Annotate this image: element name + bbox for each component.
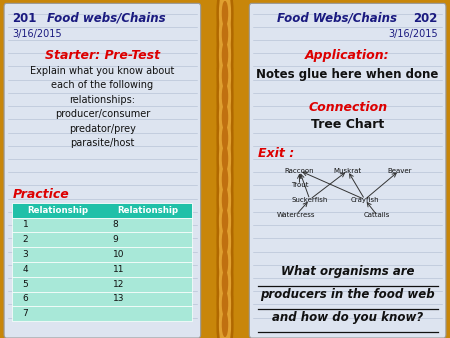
Circle shape [217,246,233,320]
Text: Exit :: Exit : [257,147,294,160]
Circle shape [222,147,228,170]
Bar [12,291,193,306]
Circle shape [222,292,228,316]
Text: Watercress: Watercress [277,212,315,218]
Circle shape [220,237,230,288]
Text: Application:: Application: [305,49,390,62]
FancyBboxPatch shape [4,3,201,338]
Circle shape [220,299,230,338]
Circle shape [217,101,233,175]
Text: 12: 12 [112,280,124,289]
Circle shape [222,43,228,67]
Text: Beaver: Beaver [387,168,411,174]
Circle shape [217,0,233,71]
Circle shape [220,92,230,143]
Circle shape [222,313,228,336]
Text: 201: 201 [12,12,36,25]
Text: 10: 10 [112,250,124,259]
Text: Trout: Trout [291,182,308,188]
Text: Connection: Connection [308,101,387,114]
Circle shape [222,2,228,25]
Circle shape [222,64,228,88]
Text: 4: 4 [22,265,28,274]
Circle shape [220,216,230,267]
Bar [12,277,193,291]
Circle shape [217,142,233,217]
Circle shape [222,168,228,191]
Bar [12,218,193,233]
Circle shape [217,204,233,279]
Text: Raccoon: Raccoon [285,168,314,174]
Circle shape [222,84,228,108]
Text: Food webs/Chains: Food webs/Chains [47,12,166,25]
Text: Muskrat: Muskrat [333,168,362,174]
Text: Explain what you know about
each of the following
relationships:
producer/consum: Explain what you know about each of the … [30,66,175,148]
Text: 3/16/2015: 3/16/2015 [388,29,438,39]
Text: Cattails: Cattails [364,212,390,218]
Circle shape [220,154,230,205]
Circle shape [222,188,228,212]
Text: 3/16/2015: 3/16/2015 [12,29,62,39]
Bar [12,262,193,277]
Circle shape [217,225,233,299]
Text: Relationship: Relationship [117,206,178,215]
Circle shape [220,258,230,308]
Circle shape [220,71,230,122]
Text: Crayfish: Crayfish [351,196,379,202]
Circle shape [217,287,233,338]
Circle shape [217,267,233,338]
Text: 11: 11 [112,265,124,274]
Circle shape [220,50,230,101]
Text: 9: 9 [112,235,118,244]
Text: 1: 1 [22,220,28,230]
Circle shape [217,184,233,258]
Circle shape [220,133,230,184]
Text: Tree Chart: Tree Chart [311,118,384,131]
Text: producers in the food web: producers in the food web [260,288,435,301]
Circle shape [222,126,228,150]
Circle shape [217,18,233,92]
Bar [12,203,193,218]
Circle shape [222,271,228,295]
Text: 5: 5 [22,280,28,289]
Circle shape [217,80,233,154]
Text: and how do you know?: and how do you know? [272,311,423,324]
Circle shape [222,209,228,233]
FancyBboxPatch shape [249,3,446,338]
Text: 3: 3 [22,250,28,259]
Circle shape [222,230,228,254]
Text: 8: 8 [112,220,118,230]
Text: 6: 6 [22,294,28,304]
Circle shape [217,0,233,51]
Text: 7: 7 [22,309,28,318]
Circle shape [220,195,230,246]
Text: Practice: Practice [12,188,69,200]
Text: What organisms are: What organisms are [281,265,414,278]
Circle shape [220,30,230,80]
Bar [12,306,193,321]
Text: 2: 2 [22,235,28,244]
Circle shape [220,279,230,329]
Text: Food Webs/Chains: Food Webs/Chains [277,12,397,25]
Circle shape [220,175,230,225]
Bar [12,247,193,262]
Circle shape [217,121,233,196]
Text: 202: 202 [414,12,438,25]
Circle shape [222,250,228,274]
Text: Suckerfish: Suckerfish [292,196,328,202]
Text: 13: 13 [112,294,124,304]
Bar [12,233,193,247]
Circle shape [217,163,233,237]
Circle shape [217,39,233,113]
Text: Notes glue here when done: Notes glue here when done [256,68,439,80]
Circle shape [217,59,233,134]
Text: Relationship: Relationship [27,206,88,215]
Circle shape [220,113,230,163]
Circle shape [220,0,230,39]
Circle shape [220,9,230,59]
Circle shape [222,22,228,46]
Text: Starter: Pre-Test: Starter: Pre-Test [45,49,160,62]
Circle shape [222,105,228,129]
